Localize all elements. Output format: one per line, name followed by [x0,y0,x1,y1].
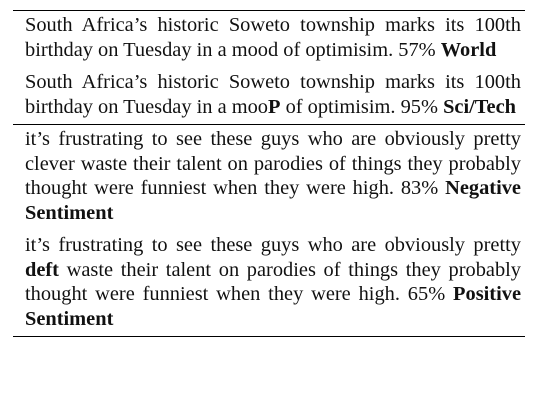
perturbed-word: deft [25,258,59,281]
confidence-score: 65% [407,283,446,305]
example-text-after: mood of optimisim. [231,38,394,61]
predicted-label: World [440,38,497,61]
bottom-rule [13,336,525,337]
confidence-score: 57% [398,38,436,61]
original-example: South Africa’s historic Soweto township … [25,13,521,62]
example-text-before: South Africa’s historic Soweto township … [25,14,521,61]
example-text-after: of optimisim. [280,95,396,118]
adversarial-example: it’s frustrating to see these guys who a… [25,233,521,331]
example-text-before: South Africa’s historic Soweto township … [25,71,521,118]
predicted-label: Sci/Tech [443,95,516,118]
confidence-score: 83% [400,177,439,199]
middle-rule [13,124,525,125]
confidence-score: 95% [400,95,438,118]
adversarial-examples-table: South Africa’s historic Soweto township … [13,10,525,337]
example-group-news: South Africa’s historic Soweto township … [13,13,525,119]
original-example: it’s frustrating to see these guys who a… [25,127,521,225]
perturbed-word: P [268,95,281,118]
example-text-before: it’s frustrating to see these guys who a… [25,128,521,150]
example-group-sentiment: it’s frustrating to see these guys who a… [13,127,525,331]
example-text-after: waste their talent on parodies of things… [25,258,521,306]
predicted-label: Positive Sentiment [25,283,521,330]
adversarial-example: South Africa’s historic Soweto township … [25,70,521,119]
example-text-before: it’s frustrating to see these guys who a… [25,234,521,256]
example-text-after: clever waste their talent on parodies of… [25,152,521,200]
top-rule [13,10,525,11]
predicted-label: Negative Sentiment [25,177,521,224]
